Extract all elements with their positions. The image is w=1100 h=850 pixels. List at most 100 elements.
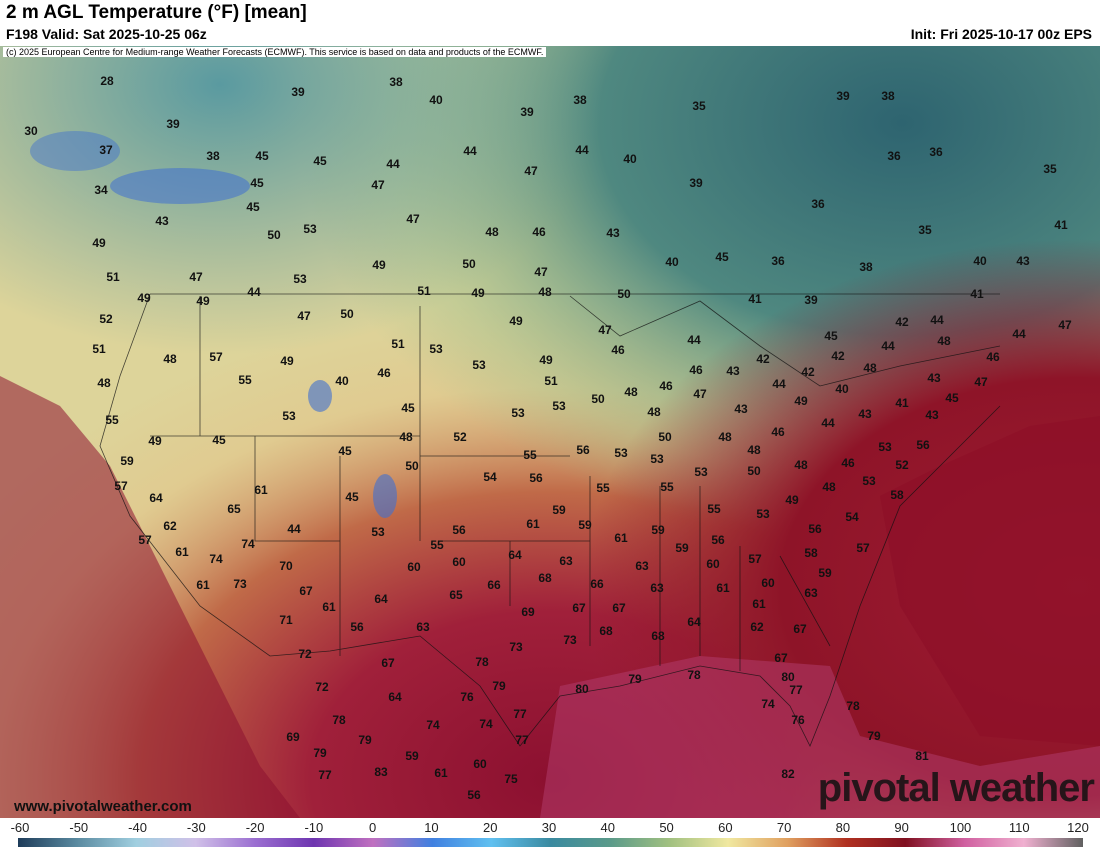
station-temp-label: 46: [771, 425, 785, 439]
station-temp-label: 53: [371, 525, 385, 539]
station-temp-label: 51: [417, 284, 431, 298]
legend-tick-label: 100: [949, 820, 972, 835]
station-temp-label: 59: [818, 566, 832, 580]
station-temp-label: 53: [293, 272, 307, 286]
station-temp-label: 47: [534, 265, 548, 279]
station-temp-label: 76: [460, 690, 474, 704]
station-temp-label: 61: [175, 545, 189, 559]
station-temp-label: 36: [929, 145, 943, 159]
station-temp-label: 49: [196, 294, 210, 308]
station-temp-label: 67: [299, 584, 313, 598]
station-temp-label: 48: [163, 352, 177, 366]
station-temp-label: 40: [623, 152, 637, 166]
station-temp-label: 38: [573, 93, 587, 107]
station-temp-label: 62: [163, 519, 177, 533]
legend-tick-label: -50: [69, 820, 89, 835]
station-temp-label: 59: [120, 454, 134, 468]
station-temp-label: 45: [338, 444, 352, 458]
station-temp-label: 61: [614, 531, 628, 545]
station-temp-label: 64: [149, 491, 163, 505]
copyright-notice: (c) 2025 European Centre for Medium-rang…: [3, 47, 547, 57]
station-temp-label: 46: [532, 225, 546, 239]
station-temp-label: 48: [538, 285, 552, 299]
station-temp-label: 74: [241, 537, 255, 551]
station-temp-label: 47: [297, 309, 311, 323]
station-temp-label: 40: [429, 93, 443, 107]
station-temp-label: 46: [689, 363, 703, 377]
station-temp-label: 63: [416, 620, 430, 634]
station-temp-label: 69: [521, 605, 535, 619]
station-temp-label: 60: [706, 557, 720, 571]
legend-tick-label: 40: [600, 820, 615, 835]
station-temp-label: 63: [650, 581, 664, 595]
station-temp-label: 60: [407, 560, 421, 574]
station-temp-label: 43: [734, 402, 748, 416]
station-temp-label: 55: [430, 538, 444, 552]
station-temp-label: 35: [918, 223, 932, 237]
station-temp-label: 49: [137, 291, 151, 305]
station-temp-label: 44: [463, 144, 477, 158]
station-temp-label: 49: [794, 394, 808, 408]
station-temp-label: 48: [747, 443, 761, 457]
station-temp-label: 40: [835, 382, 849, 396]
station-temp-label: 48: [647, 405, 661, 419]
station-temp-label: 35: [1043, 162, 1057, 176]
station-temp-label: 53: [694, 465, 708, 479]
station-temp-label: 55: [707, 502, 721, 516]
station-temp-label: 43: [1016, 254, 1030, 268]
legend-tick-label: 80: [835, 820, 851, 835]
station-temp-label: 78: [332, 713, 346, 727]
station-temp-label: 53: [614, 446, 628, 460]
station-temp-label: 48: [822, 480, 836, 494]
valid-time: F198 Valid: Sat 2025-10-25 06z: [6, 26, 207, 42]
map-title: 2 m AGL Temperature (°F) [mean]: [6, 2, 307, 23]
station-temp-label: 28: [100, 74, 114, 88]
legend-tick-label: 70: [776, 820, 792, 835]
station-temp-label: 41: [970, 287, 984, 301]
station-temp-label: 42: [895, 315, 909, 329]
station-temp-label: 74: [426, 718, 440, 732]
station-temp-label: 49: [280, 354, 294, 368]
station-temp-label: 44: [930, 313, 944, 327]
station-temp-label: 46: [841, 456, 855, 470]
station-temp-label: 49: [372, 258, 386, 272]
station-temp-label: 43: [858, 407, 872, 421]
station-temp-label: 40: [665, 255, 679, 269]
station-temp-label: 45: [250, 176, 264, 190]
station-temp-label: 44: [247, 285, 261, 299]
station-temp-label: 60: [473, 757, 487, 771]
station-temp-label: 53: [303, 222, 317, 236]
station-temp-label: 47: [1058, 318, 1072, 332]
station-temp-label: 53: [878, 440, 892, 454]
station-temp-label: 39: [166, 117, 180, 131]
station-temp-label: 47: [371, 178, 385, 192]
station-temp-label: 65: [227, 502, 241, 516]
station-temp-label: 51: [92, 342, 106, 356]
station-temp-label: 79: [867, 729, 881, 743]
station-temp-label: 42: [831, 349, 845, 363]
station-temp-label: 48: [624, 385, 638, 399]
station-temp-label: 55: [660, 480, 674, 494]
station-temp-label: 48: [937, 334, 951, 348]
legend-tick-label: 60: [718, 820, 733, 835]
station-temp-label: 65: [449, 588, 463, 602]
station-temp-label: 58: [890, 488, 904, 502]
station-temp-label: 61: [752, 597, 766, 611]
station-temp-label: 50: [340, 307, 354, 321]
station-temp-label: 49: [509, 314, 523, 328]
station-temp-label: 73: [233, 577, 247, 591]
legend-tick-label: -10: [304, 820, 324, 835]
station-temp-label: 56: [452, 523, 466, 537]
station-temp-label: 68: [599, 624, 613, 638]
station-temp-label: 50: [591, 392, 605, 406]
station-temp-label: 64: [508, 548, 522, 562]
station-temp-label: 75: [504, 772, 518, 786]
station-temp-label: 64: [388, 690, 402, 704]
station-temp-label: 47: [189, 270, 203, 284]
station-temp-label: 44: [772, 377, 786, 391]
website-link[interactable]: www.pivotalweather.com: [14, 798, 192, 815]
station-temp-label: 64: [687, 615, 701, 629]
station-temp-label: 57: [114, 479, 128, 493]
station-temp-label: 36: [887, 149, 901, 163]
station-temp-label: 82: [781, 767, 795, 781]
